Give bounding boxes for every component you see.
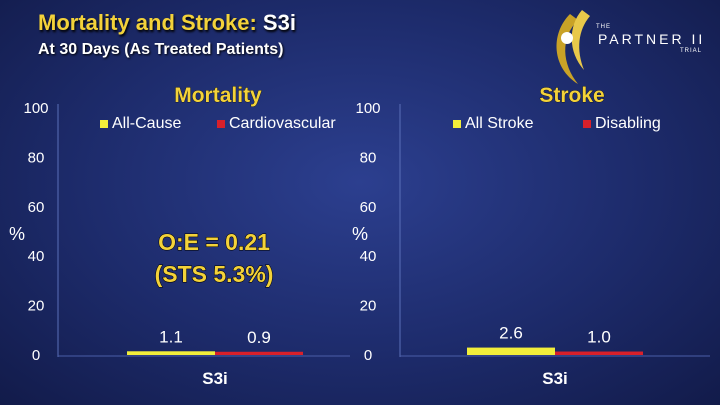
y-tick-label: 60: [360, 199, 377, 216]
oe-annotation-line2: (STS 5.3%): [155, 261, 274, 287]
chart-title: Mortality: [174, 84, 262, 107]
legend-label: Disabling: [595, 115, 661, 132]
y-tick-label: 100: [355, 100, 380, 117]
partner-trial-logo-icon: [556, 10, 590, 84]
y-axis-label: %: [9, 224, 25, 244]
bar: [215, 351, 303, 355]
legend-swatch: [100, 120, 108, 128]
legend-swatch: [453, 120, 461, 128]
title-main: Mortality and Stroke:: [38, 10, 263, 35]
logo-the: THE: [596, 24, 611, 30]
y-tick-label: 0: [32, 347, 40, 364]
title-accent: S3i: [262, 10, 296, 35]
slide-title: Mortality and Stroke: S3i: [38, 10, 296, 36]
slide-subtitle: At 30 Days (As Treated Patients): [38, 41, 284, 58]
y-tick-label: 100: [23, 100, 48, 117]
legend-label: All-Cause: [112, 115, 181, 132]
oe-annotation-line1: O:E = 0.21: [158, 229, 270, 255]
bar: [467, 347, 555, 355]
data-label: 1.0: [587, 328, 611, 347]
category-label: S3i: [542, 369, 568, 388]
y-tick-label: 80: [28, 149, 45, 166]
y-tick-label: 40: [28, 248, 45, 265]
data-label: 2.6: [499, 324, 523, 343]
legend-label: All Stroke: [465, 115, 534, 132]
chart-title: Stroke: [539, 84, 604, 107]
logo-name: PARTNER II: [598, 31, 706, 47]
logo-trial: TRIAL: [680, 48, 703, 54]
legend-swatch: [217, 120, 225, 128]
category-label: S3i: [202, 369, 228, 388]
y-tick-label: 80: [360, 149, 377, 166]
y-tick-label: 40: [360, 248, 377, 265]
y-tick-label: 20: [360, 298, 377, 315]
y-tick-label: 0: [364, 347, 372, 364]
bar: [555, 351, 643, 355]
y-axis-label: %: [352, 224, 368, 244]
legend-swatch: [583, 120, 591, 128]
data-label: 0.9: [247, 328, 271, 347]
bar: [127, 351, 215, 355]
y-tick-label: 60: [28, 199, 45, 216]
legend-label: Cardiovascular: [229, 115, 336, 132]
data-label: 1.1: [159, 327, 183, 346]
y-tick-label: 20: [28, 298, 45, 315]
